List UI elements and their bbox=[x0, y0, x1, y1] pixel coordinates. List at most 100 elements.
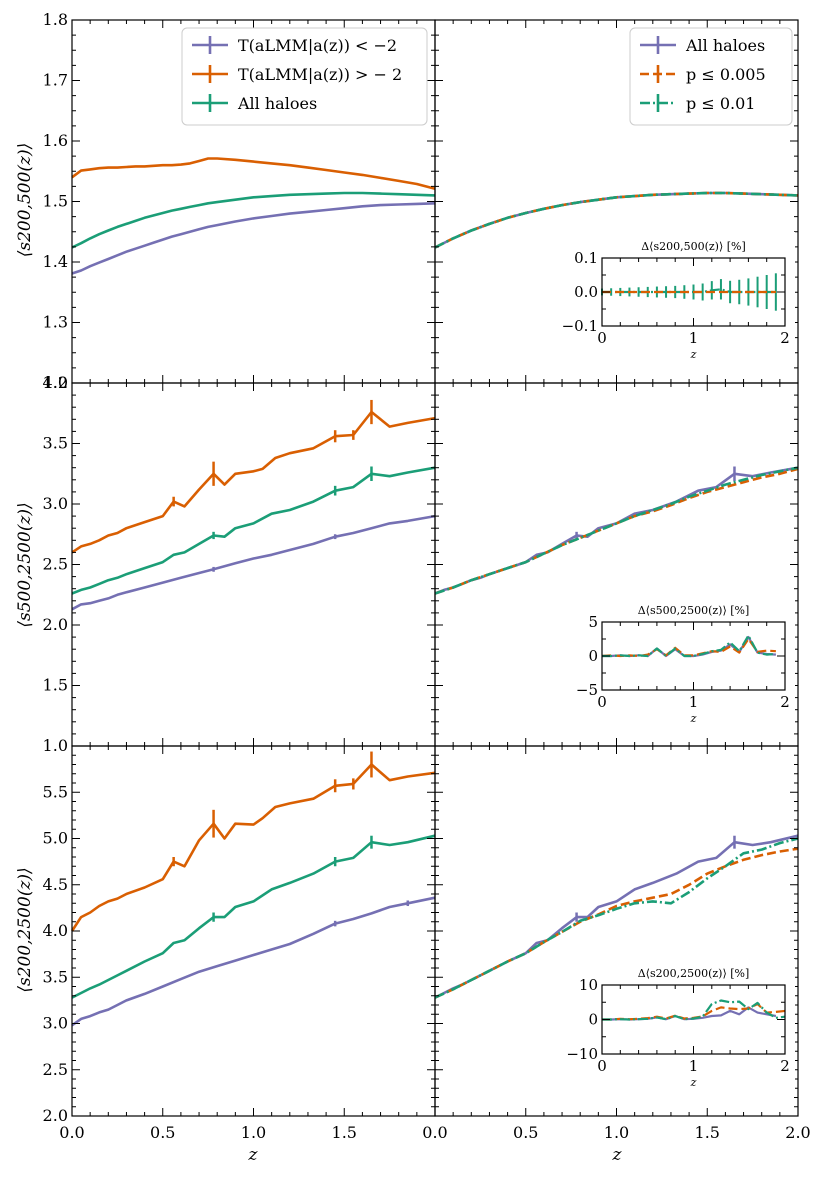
left-bot-ytick-label: 2.0 bbox=[43, 1106, 68, 1125]
inset-top-series bbox=[601, 273, 777, 311]
right-bot-series bbox=[434, 834, 799, 999]
left-top-ylabel: ⟨s200,500(z)⟩ bbox=[15, 143, 35, 258]
inset-bot-ytick-label: 0 bbox=[588, 1011, 598, 1029]
left-top-ytick-label: 1.8 bbox=[43, 10, 68, 29]
right-bot-xtick-label: 2.0 bbox=[785, 1123, 810, 1142]
left-bot-xtick-label: 1.0 bbox=[241, 1123, 266, 1142]
left-bot-line-1 bbox=[70, 763, 436, 932]
inset-mid-line-2 bbox=[602, 634, 776, 658]
right-bot-xtick-label: 0.5 bbox=[513, 1123, 538, 1142]
inset-top-ytick-label: −0.1 bbox=[562, 317, 598, 335]
inset-bot-line-2 bbox=[602, 999, 786, 1021]
left-mid-line-2 bbox=[71, 466, 436, 595]
inset-bot-background bbox=[540, 959, 795, 1094]
left-bot-ytick-label: 3.0 bbox=[43, 1014, 68, 1033]
left-top-ytick-label: 1.5 bbox=[43, 192, 68, 211]
right-mid-series bbox=[434, 466, 799, 595]
right-bot-xlabel: z bbox=[612, 1145, 623, 1165]
left-bot-ytick-label: 4.0 bbox=[43, 921, 68, 940]
left-bot-xtick-label: 1.5 bbox=[332, 1123, 357, 1142]
right-top-legend-box bbox=[629, 27, 793, 126]
left-bot-axes: 2.0 2.5 3.0 3.5 4.0 4.5 5.0 5.5 0.0 0.5 1.0 1.5 bbox=[43, 745, 436, 1142]
left-top-legend-label: T(aLMM|a(z)) < −2 bbox=[238, 36, 397, 55]
right-top-legend-label: p ≤ 0.01 bbox=[686, 94, 755, 113]
right-bot-xtick-label: 1.0 bbox=[604, 1123, 629, 1142]
left-bot-ytick-label: 5.0 bbox=[43, 829, 68, 848]
left-bot-xlabel: z bbox=[248, 1145, 259, 1165]
inset-top-ytick-label: 0.1 bbox=[574, 249, 598, 267]
inset-mid-ytick-label: 5 bbox=[588, 613, 598, 631]
left-bot-frame bbox=[71, 745, 436, 1117]
right-top-legend-label: p ≤ 0.005 bbox=[686, 65, 766, 84]
left-top-line-0 bbox=[71, 202, 436, 275]
right-bot-xtick-label: 1.5 bbox=[695, 1123, 720, 1142]
left-mid-ytick-label: 1.5 bbox=[43, 676, 68, 695]
left-mid-ytick-label: 3.0 bbox=[43, 494, 68, 513]
left-bot-ytick-label: 3.5 bbox=[43, 967, 68, 986]
inset-mid-xtick-label: 1 bbox=[689, 693, 699, 711]
inset-bot-ytick-label: 10 bbox=[579, 976, 598, 994]
left-top-legend-box bbox=[181, 27, 428, 126]
left-mid-ylabel: ⟨s500,2500(z)⟩ bbox=[15, 502, 35, 627]
left-bot-ylabel: ⟨s200,2500(z)⟩ bbox=[15, 867, 35, 992]
left-mid-ytick-label: 2.0 bbox=[43, 615, 68, 634]
inset-mid-xtick-label: 0 bbox=[597, 693, 607, 711]
left-bot-ytick-label: 2.5 bbox=[43, 1060, 68, 1079]
left-mid-series bbox=[71, 399, 436, 611]
left-mid-ytick-label: 4.0 bbox=[43, 373, 68, 392]
inset-top-title: Δ⟨s200,500(z)⟩ [%] bbox=[641, 240, 746, 253]
left-mid-ytick-label: 2.5 bbox=[43, 555, 68, 574]
left-mid-ytick-label: 1.0 bbox=[43, 736, 68, 755]
inset-mid-ytick-label: −5 bbox=[576, 681, 598, 699]
inset-mid-series bbox=[601, 634, 776, 658]
inset-bot-xtick-label: 1 bbox=[689, 1057, 699, 1075]
inset-mid-xtick-label: 2 bbox=[780, 693, 790, 711]
inset-bot-xtick-label: 0 bbox=[597, 1057, 607, 1075]
left-top-legend: T(aLMM|a(z)) < −2 T(aLMM|a(z)) > − 2 All h… bbox=[181, 27, 428, 126]
left-top-ytick-label: 1.2 bbox=[43, 373, 68, 392]
inset-bot-series bbox=[602, 999, 786, 1021]
left-top-legend-label: T(aLMM|a(z)) > − 2 bbox=[238, 65, 402, 84]
inset-bot-xtick-label: 2 bbox=[780, 1057, 790, 1075]
right-top-legend: All haloes p ≤ 0.005 p ≤ 0.01 bbox=[629, 27, 793, 126]
left-top-line-2 bbox=[71, 191, 436, 249]
right-bot-axes: 0.5 1.0 1.5 2.0 bbox=[434, 745, 811, 1142]
inset-mid-title: Δ⟨s500,2500(z)⟩ [%] bbox=[638, 604, 750, 617]
right-top-series bbox=[434, 191, 799, 249]
left-top-line-1 bbox=[71, 157, 436, 191]
left-bot-series bbox=[70, 751, 436, 1027]
inset-mid-background bbox=[540, 596, 795, 730]
left-bot-ytick-label: 5.5 bbox=[43, 782, 68, 801]
left-bot-xtick-label: 0.5 bbox=[150, 1123, 175, 1142]
left-mid-axes: 1.0 1.5 2.0 2.5 3.0 3.5 4.0 bbox=[43, 373, 436, 755]
right-bot-line-2 bbox=[434, 837, 799, 999]
left-top-legend-label: All haloes bbox=[237, 94, 317, 113]
inset-mid-xlabel: z bbox=[690, 712, 697, 725]
right-top-line-2 bbox=[434, 191, 799, 249]
right-bot-xtick-label: 0.0 bbox=[422, 1123, 447, 1142]
right-mid-line-2 bbox=[434, 466, 799, 595]
left-bot-xtick-label: 0.0 bbox=[59, 1123, 84, 1142]
left-top-series bbox=[71, 157, 436, 275]
inset-top-xtick-label: 2 bbox=[780, 329, 790, 347]
inset-bot-xlabel: z bbox=[690, 1076, 697, 1089]
left-top-ytick-label: 1.7 bbox=[43, 71, 68, 90]
inset-top-xtick-label: 1 bbox=[689, 329, 699, 347]
inset-top-background bbox=[540, 232, 795, 366]
left-top-ytick-label: 1.6 bbox=[43, 131, 68, 150]
inset-bot-ytick-label: −10 bbox=[566, 1045, 598, 1063]
inset-top-axes: −0.1 0.0 0.1 0 1 2 bbox=[562, 249, 790, 347]
inset-bot-title: Δ⟨s200,2500(z)⟩ [%] bbox=[638, 967, 750, 980]
left-top-ytick-label: 1.3 bbox=[43, 313, 68, 332]
inset-mid-ytick-label: 0 bbox=[588, 647, 598, 665]
inset-top-ytick-label: 0.0 bbox=[574, 283, 598, 301]
left-bot-line-2 bbox=[71, 834, 436, 999]
left-mid-frame bbox=[71, 382, 436, 747]
left-mid-line-1 bbox=[71, 410, 436, 554]
left-bot-line-0 bbox=[71, 896, 436, 1027]
inset-top-xtick-label: 0 bbox=[597, 329, 607, 347]
left-mid-ytick-label: 3.5 bbox=[43, 434, 68, 453]
